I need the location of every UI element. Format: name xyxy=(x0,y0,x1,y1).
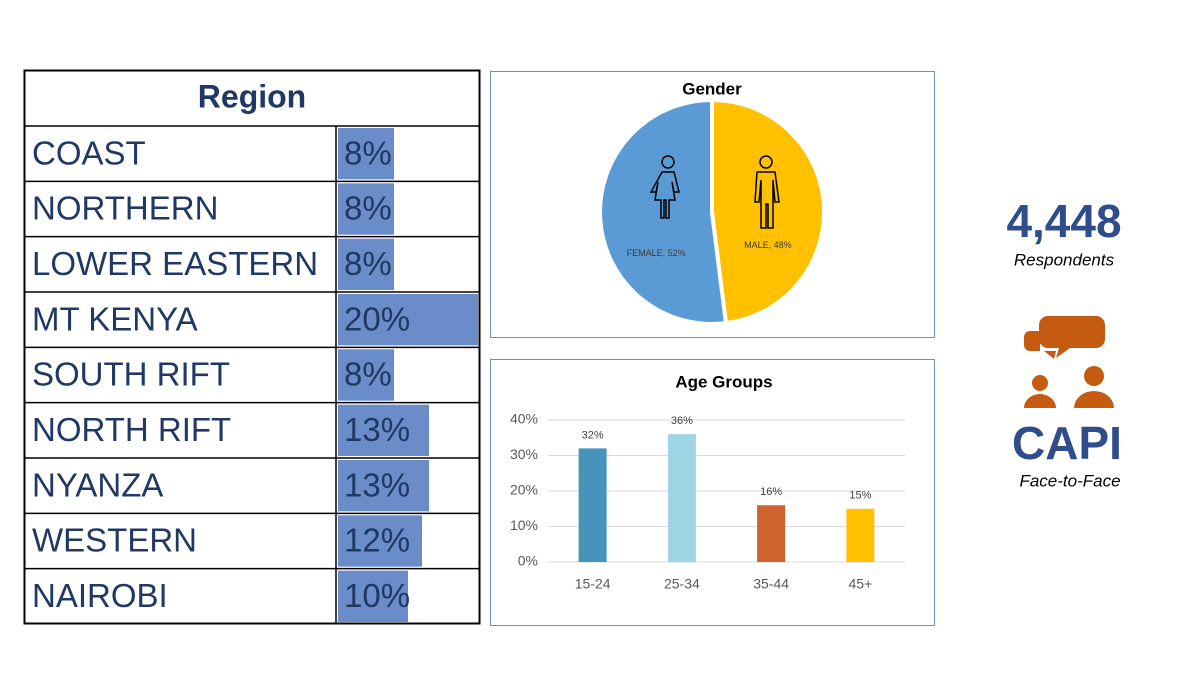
value-label: 8% xyxy=(344,245,392,282)
respondents-count: 4,448 xyxy=(1006,195,1121,247)
value-label: 20% xyxy=(344,300,410,337)
y-tick-label: 10% xyxy=(510,517,538,533)
value-label: 16% xyxy=(760,486,782,498)
data-bar xyxy=(338,349,394,401)
region-name: NORTHERN xyxy=(32,190,218,227)
value-label: 15% xyxy=(849,490,871,502)
region-name: WESTERN xyxy=(32,522,197,559)
data-bar xyxy=(338,128,394,180)
value-label: 8% xyxy=(344,134,392,171)
region-name: NYANZA xyxy=(32,466,163,503)
value-label: 13% xyxy=(344,411,410,448)
method-label: Face-to-Face xyxy=(1019,471,1120,490)
region-name: NAIROBI xyxy=(32,577,168,614)
data-bar xyxy=(338,570,408,622)
y-tick-label: 20% xyxy=(510,482,538,498)
age-title: Age Groups xyxy=(675,372,772,391)
y-tick-label: 0% xyxy=(518,553,538,569)
value-label: 12% xyxy=(344,522,410,559)
male-icon xyxy=(754,155,780,229)
region-name: SOUTH RIFT xyxy=(32,356,230,393)
value-label: 32% xyxy=(582,429,604,441)
x-tick-label: 15-24 xyxy=(575,576,611,592)
pie xyxy=(598,97,826,326)
respondents-label: Respondents xyxy=(1014,250,1115,269)
y-tick-label: 40% xyxy=(510,411,538,427)
value-label: 13% xyxy=(344,466,410,503)
value-label: 8% xyxy=(344,356,392,393)
data-bar xyxy=(338,183,394,235)
pie-label: FEMALE, 52% xyxy=(626,247,686,258)
region-name: LOWER EASTERN xyxy=(32,245,318,282)
bar xyxy=(667,434,696,562)
data-bar xyxy=(338,515,422,567)
data-bar xyxy=(338,404,429,456)
region-name: COAST xyxy=(32,134,146,171)
value-label: 10% xyxy=(344,577,410,614)
gender-title: Gender xyxy=(682,79,742,98)
data-bar xyxy=(338,460,429,512)
bar xyxy=(578,448,607,562)
data-bar xyxy=(338,238,394,290)
region-name: NORTH RIFT xyxy=(32,411,231,448)
pie-slice xyxy=(598,97,729,326)
female-icon xyxy=(649,155,680,219)
capi-icon xyxy=(1024,316,1114,408)
x-tick-label: 35-44 xyxy=(753,576,789,592)
y-tick-label: 30% xyxy=(510,446,538,462)
region-title: Region xyxy=(198,78,306,114)
value-label: 36% xyxy=(671,415,693,427)
age-panel xyxy=(490,359,935,626)
region-name: MT KENYA xyxy=(32,300,198,337)
bar xyxy=(846,508,875,562)
x-tick-label: 25-34 xyxy=(664,576,700,592)
bar xyxy=(757,505,786,562)
value-label: 8% xyxy=(344,190,392,227)
x-tick-label: 45+ xyxy=(849,576,873,592)
pie-label: MALE, 48% xyxy=(744,240,792,251)
data-bar xyxy=(338,294,478,346)
method: CAPI xyxy=(1012,417,1122,469)
